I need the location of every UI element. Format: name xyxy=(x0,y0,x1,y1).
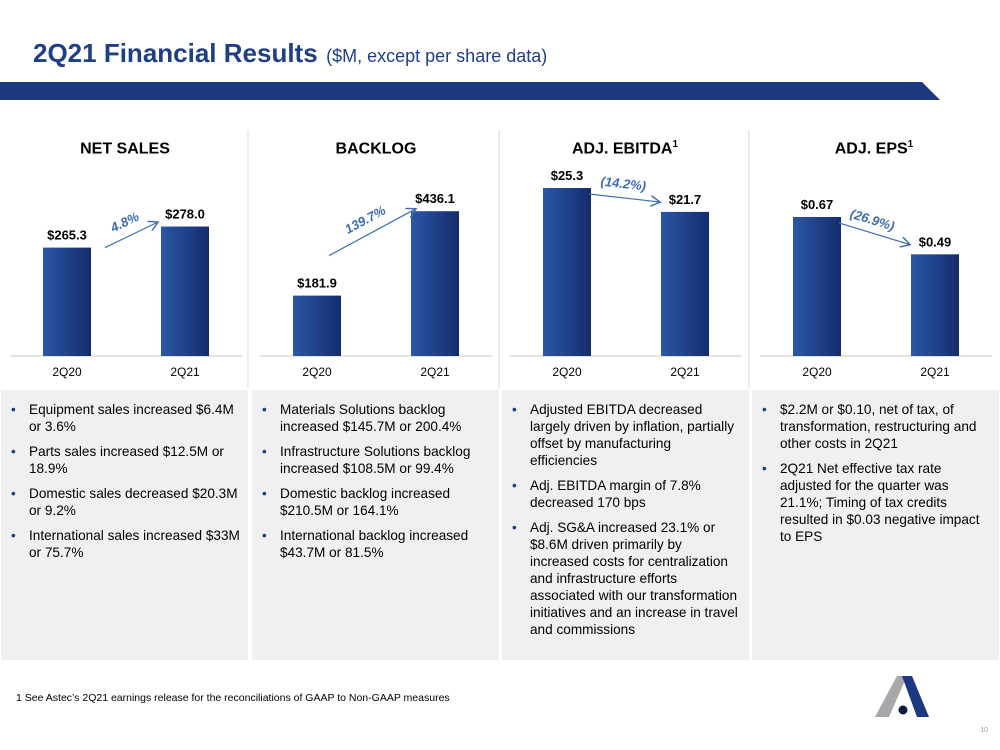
bullet-icon: • xyxy=(512,402,517,417)
panel-heading-backlog: BACKLOG xyxy=(335,140,417,158)
note-item: • Equipment sales increased $6.4M or 3.6% xyxy=(11,402,234,434)
data-label: $436.1 xyxy=(415,191,455,206)
bar xyxy=(793,216,841,356)
page-title-subtitle: ($M, except per share data) xyxy=(326,46,548,66)
note-item: • International backlog increased $43.7M … xyxy=(262,528,469,560)
bullet-icon: • xyxy=(11,402,16,417)
panel-notes-adj-ebitda: • Adjusted EBITDA decreased largely drive… xyxy=(502,390,749,660)
title-band xyxy=(0,82,940,100)
bar xyxy=(161,226,209,356)
bullet-icon: • xyxy=(512,478,517,493)
note-item: • Domestic backlog increased $210.5M or 1… xyxy=(262,486,451,518)
note-item: • Adjusted EBITDA decreased largely drive… xyxy=(512,402,735,468)
data-label: $21.7 xyxy=(669,192,702,207)
data-label: $265.3 xyxy=(47,228,87,243)
bullet-icon: • xyxy=(262,402,267,417)
tick-label: 2Q20 xyxy=(802,365,832,379)
footnote: 1 See Astec’s 2Q21 earnings release for … xyxy=(16,692,450,704)
panel-heading-adj-eps: ADJ. EPS1 xyxy=(834,139,914,158)
change-label: (14.2%) xyxy=(600,174,647,194)
data-label: $0.67 xyxy=(801,197,834,212)
page-number: 10 xyxy=(980,727,988,734)
bullet-icon: • xyxy=(262,486,267,501)
note-item: • $2.2M or $0.10, net of tax, of transfor… xyxy=(762,402,977,451)
change-arrow xyxy=(328,209,415,257)
bullet-icon: • xyxy=(512,520,517,535)
page-title-main: 2Q21 Financial Results xyxy=(33,38,318,68)
bullet-icon: • xyxy=(11,486,16,501)
change-label: 4.8% xyxy=(107,209,142,236)
page-title: 2Q21 Financial Results ($M, except per s… xyxy=(33,38,547,69)
tick-label: 2Q21 xyxy=(420,365,450,379)
tick-label: 2Q21 xyxy=(670,365,700,379)
panel-heading-net-sales: NET SALES xyxy=(80,140,170,158)
note-item: • 2Q21 Net effective tax rate adjusted fo… xyxy=(762,461,980,544)
note-item: • Adj. SG&A increased 23.1% or $8.6M driv… xyxy=(512,520,738,637)
bullet-icon: • xyxy=(262,528,267,543)
bullet-icon: • xyxy=(11,528,16,543)
bullet-icon: • xyxy=(11,444,16,459)
panel-notes-backlog: • Materials Solutions backlog increased $… xyxy=(252,390,499,660)
change-arrow xyxy=(104,223,157,249)
change-label: (26.9%) xyxy=(848,206,896,234)
panel-notes-net-sales: • Equipment sales increased $6.4M or 3.6%… xyxy=(1,390,248,660)
change-arrow xyxy=(588,193,659,202)
change-label: 139.7% xyxy=(342,202,388,236)
change-arrow xyxy=(838,222,909,244)
panel-notes-adj-eps: • $2.2M or $0.10, net of tax, of transfor… xyxy=(752,390,999,660)
note-item: • Adj. EBITDA margin of 7.8% decreased 17… xyxy=(512,478,701,510)
note-item: • Infrastructure Solutions backlog increa… xyxy=(262,444,471,476)
bullet-icon: • xyxy=(762,461,767,476)
tick-label: 2Q20 xyxy=(302,365,332,379)
bullet-icon: • xyxy=(262,444,267,459)
note-item: • Materials Solutions backlog increased $… xyxy=(262,402,462,434)
data-label: $278.0 xyxy=(165,207,205,222)
bar xyxy=(661,211,709,356)
tick-label: 2Q21 xyxy=(170,365,200,379)
astec-logo xyxy=(875,676,929,717)
note-item: • Parts sales increased $12.5M or 18.9% xyxy=(11,444,224,476)
bar xyxy=(293,295,341,356)
bar xyxy=(43,247,91,356)
bar xyxy=(911,254,959,356)
note-item: • Domestic sales decreased $20.3M or 9.2% xyxy=(11,486,238,518)
data-label: $181.9 xyxy=(297,276,337,291)
data-label: $0.49 xyxy=(919,234,952,249)
data-label: $25.3 xyxy=(551,168,584,183)
bar xyxy=(411,211,459,356)
note-item: • International sales increased $33M or 7… xyxy=(11,528,240,560)
panel-heading-adj-ebitda: ADJ. EBITDA1 xyxy=(571,139,678,158)
tick-label: 2Q20 xyxy=(52,365,82,379)
charts-area: $265.3 2Q20 $278.0 2Q21 4.8% $181.9 2Q20 $436.1… xyxy=(10,130,992,388)
tick-label: 2Q21 xyxy=(920,365,950,379)
bar xyxy=(543,188,591,356)
tick-label: 2Q20 xyxy=(552,365,582,379)
bullet-icon: • xyxy=(762,402,767,417)
